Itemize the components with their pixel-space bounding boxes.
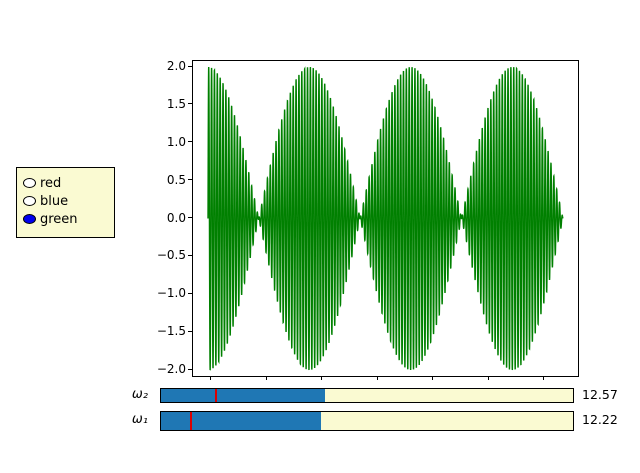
y-axis-tick-label: 2.0 — [166, 59, 186, 73]
waveform — [207, 66, 564, 371]
waveform-line — [207, 66, 564, 371]
x-axis-tick — [321, 376, 322, 380]
omega2-slider-fill[interactable] — [161, 389, 325, 402]
omega1-slider-fill[interactable] — [161, 412, 321, 430]
x-axis-tick — [210, 376, 211, 380]
radio-option-green[interactable]: green — [17, 211, 114, 229]
radio-selected-icon[interactable] — [23, 214, 36, 224]
y-axis-tick-label: −1.5 — [156, 324, 186, 339]
y-axis-tick — [188, 368, 192, 370]
y-axis-tick — [188, 65, 192, 67]
y-axis-tick — [188, 179, 192, 181]
y-axis-tick — [188, 292, 192, 294]
omega1-slider-track[interactable] — [160, 411, 574, 431]
radio-unselected-icon[interactable] — [23, 178, 36, 188]
radio-option-red[interactable]: red — [17, 175, 114, 193]
omega1-slider-value: 12.22 — [582, 412, 618, 427]
main-plot — [192, 60, 579, 377]
y-axis-tick-label: 1.5 — [166, 96, 186, 111]
radio-option-label: blue — [40, 194, 69, 209]
omega2-slider-label: ω₂ — [131, 387, 148, 402]
y-axis-tick-label: 0.0 — [166, 210, 186, 225]
omega2-init-marker — [215, 389, 217, 402]
omega1-slider-label: ω₁ — [131, 412, 148, 427]
x-axis-tick — [487, 376, 489, 380]
radio-option-blue[interactable]: blue — [17, 193, 114, 211]
y-axis-tick — [188, 141, 192, 143]
x-axis-tick — [432, 376, 433, 380]
radio-panel: red blue green — [16, 167, 115, 238]
x-axis-tick — [543, 376, 544, 380]
radio-unselected-icon[interactable] — [23, 196, 36, 206]
y-axis-tick-label: −0.5 — [156, 248, 186, 263]
radio-option-label: green — [40, 212, 78, 227]
omega1-init-marker — [190, 412, 192, 430]
y-axis-tick — [188, 217, 192, 218]
y-axis-tick-label: −1.0 — [156, 286, 186, 301]
x-axis-tick — [265, 376, 267, 380]
x-axis-tick — [376, 376, 378, 380]
y-axis-tick-label: 0.5 — [166, 172, 186, 187]
y-axis-tick — [188, 103, 192, 105]
omega2-slider-track[interactable] — [160, 388, 574, 403]
y-axis-tick-label: −2.0 — [156, 362, 186, 376]
y-axis-tick-label: 1.0 — [166, 134, 186, 149]
y-axis-tick — [188, 254, 192, 256]
y-axis-tick — [188, 330, 192, 332]
radio-option-label: red — [40, 176, 62, 191]
omega2-slider-value: 12.57 — [582, 387, 618, 402]
